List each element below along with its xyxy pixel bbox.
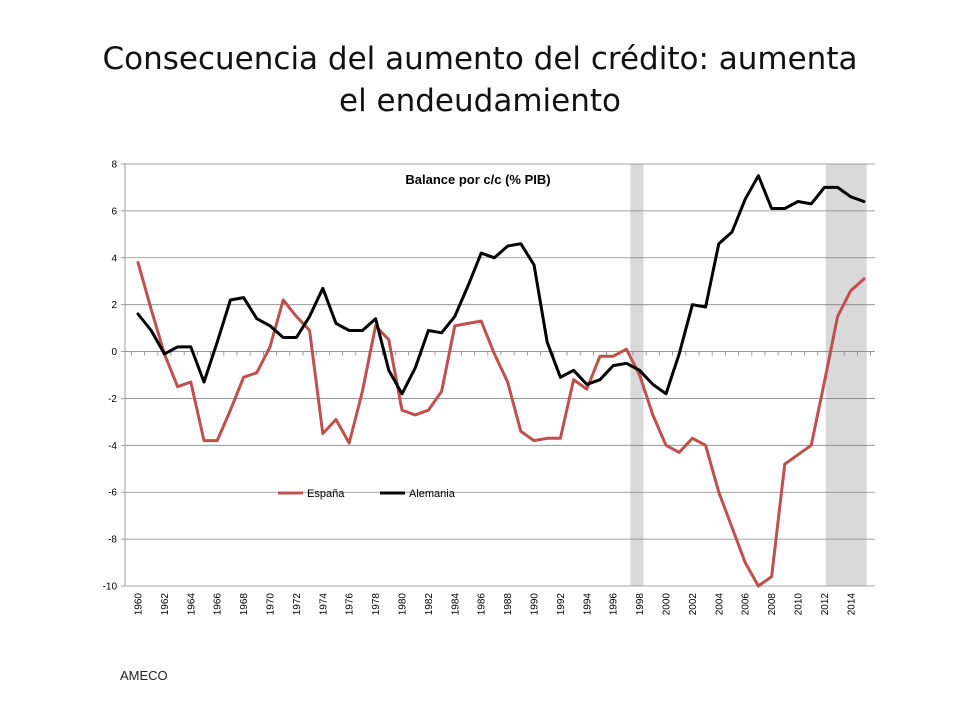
series-lines — [136, 174, 866, 588]
x-tick-label: 1984 — [450, 593, 461, 616]
gridlines — [125, 163, 875, 587]
legend-label: España — [307, 488, 345, 500]
source-note: AMECO — [120, 668, 168, 683]
x-tick-label: 2008 — [767, 593, 778, 616]
x-tick-label: 1978 — [371, 593, 382, 616]
x-tick-label: 1964 — [186, 593, 197, 616]
y-tick-label: 6 — [111, 206, 117, 217]
x-tick-label: 1968 — [239, 593, 250, 616]
x-tick-label: 1982 — [424, 593, 435, 616]
shaded-periods — [630, 164, 867, 586]
y-tick-label: 0 — [111, 347, 117, 358]
slide-title-line-2: el endeudamiento — [339, 83, 621, 119]
x-tick-label: 1998 — [635, 593, 646, 616]
x-tick-label: 1988 — [503, 593, 514, 616]
y-tick-label: 8 — [111, 160, 117, 171]
x-tick-label: 2004 — [714, 593, 725, 616]
x-tick-label: 2002 — [688, 593, 699, 616]
y-tick-label: 4 — [111, 253, 117, 264]
slide-title-line-1: Consecuencia del aumento del crédito: au… — [102, 41, 858, 77]
y-tick-label: 2 — [111, 300, 117, 311]
x-tick-label: 1976 — [345, 593, 356, 616]
x-tick-label: 1962 — [160, 593, 171, 616]
x-tick-label: 2006 — [741, 593, 752, 616]
legend-label: Alemania — [409, 488, 456, 500]
x-tick-label: 2000 — [662, 593, 673, 616]
x-tick-label: 1970 — [266, 593, 277, 616]
x-tick-label: 1996 — [609, 593, 620, 616]
y-tick-label: -4 — [108, 441, 117, 452]
x-tick-label: 2012 — [820, 593, 831, 616]
shaded-period — [630, 164, 644, 586]
axes: -10 -8 -6 -4 -2 0 2 4 6 8 1960 1962 1964 1966 1968 1970… — [103, 160, 875, 616]
x-tick-label: 1960 — [134, 593, 145, 616]
x-tick-label: 2014 — [846, 593, 857, 616]
x-tick-label: 1992 — [556, 593, 567, 616]
x-tick-label: 1974 — [318, 593, 329, 616]
y-tick-label: -8 — [108, 535, 117, 546]
x-tick-label: 2010 — [794, 593, 805, 616]
x-tick-label: 1972 — [292, 593, 303, 616]
y-tick-label: -2 — [108, 394, 117, 405]
x-tick-label: 1986 — [477, 593, 488, 616]
slide-title: Consecuencia del aumento del crédito: au… — [40, 38, 920, 122]
y-tick-label: -6 — [108, 488, 117, 499]
chart-title: Balance por c/c (% PIB) — [405, 172, 550, 187]
x-tick-label: 1990 — [530, 593, 541, 616]
shaded-period — [825, 164, 867, 586]
series-line-alemania — [136, 174, 866, 396]
x-tick-label: 1980 — [398, 593, 409, 616]
series-line-españa — [136, 261, 866, 588]
legend: España Alemania — [278, 488, 456, 500]
x-tick-label: 1966 — [213, 593, 224, 616]
y-tick-label: -10 — [103, 582, 118, 593]
x-tick-label: 1994 — [582, 593, 593, 616]
